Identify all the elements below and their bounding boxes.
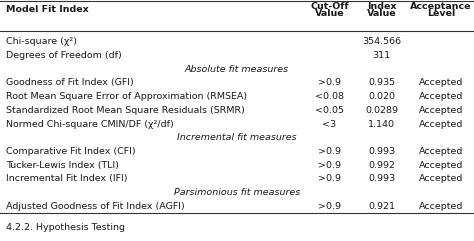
Text: 0.0289: 0.0289 [365, 106, 398, 115]
Text: Cut-Off: Cut-Off [310, 1, 349, 11]
Text: 354.566: 354.566 [362, 37, 401, 46]
Text: Tucker-Lewis Index (TLI): Tucker-Lewis Index (TLI) [6, 161, 118, 170]
Text: Normed Chi-square CMIN/DF (χ²/df): Normed Chi-square CMIN/DF (χ²/df) [6, 120, 173, 129]
Text: >0.9: >0.9 [318, 161, 341, 170]
Text: Parsimonious fit measures: Parsimonious fit measures [174, 188, 300, 197]
Text: Incremental fit measures: Incremental fit measures [177, 133, 297, 142]
Text: Model Fit Index: Model Fit Index [6, 5, 89, 14]
Text: 0.992: 0.992 [368, 161, 395, 170]
Text: Adjusted Goodness of Fit Index (AGFI): Adjusted Goodness of Fit Index (AGFI) [6, 202, 184, 211]
Text: Standardized Root Mean Square Residuals (SRMR): Standardized Root Mean Square Residuals … [6, 106, 245, 115]
Text: Absolute fit measures: Absolute fit measures [185, 65, 289, 74]
Text: Value: Value [367, 9, 396, 18]
Text: 0.993: 0.993 [368, 174, 395, 183]
Text: <0.05: <0.05 [315, 106, 344, 115]
Text: >0.9: >0.9 [318, 174, 341, 183]
Text: Goodness of Fit Index (GFI): Goodness of Fit Index (GFI) [6, 79, 134, 87]
Text: Accepted: Accepted [419, 202, 463, 211]
Text: Accepted: Accepted [419, 147, 463, 156]
Text: Level: Level [427, 9, 455, 18]
Text: >0.9: >0.9 [318, 202, 341, 211]
Text: Accepted: Accepted [419, 79, 463, 87]
Text: 4.2.2. Hypothesis Testing: 4.2.2. Hypothesis Testing [6, 223, 125, 232]
Text: >0.9: >0.9 [318, 147, 341, 156]
Text: Value: Value [315, 9, 344, 18]
Text: <0.08: <0.08 [315, 92, 344, 101]
Text: >0.9: >0.9 [318, 79, 341, 87]
Text: Accepted: Accepted [419, 120, 463, 129]
Text: Accepted: Accepted [419, 161, 463, 170]
Text: Acceptance: Acceptance [410, 1, 472, 11]
Text: Accepted: Accepted [419, 92, 463, 101]
Text: Index: Index [367, 1, 396, 11]
Text: 0.921: 0.921 [368, 202, 395, 211]
Text: Incremental Fit Index (IFI): Incremental Fit Index (IFI) [6, 174, 127, 183]
Text: Root Mean Square Error of Approximation (RMSEA): Root Mean Square Error of Approximation … [6, 92, 247, 101]
Text: Comparative Fit Index (CFI): Comparative Fit Index (CFI) [6, 147, 135, 156]
Text: Chi-square (χ²): Chi-square (χ²) [6, 37, 77, 46]
Text: 1.140: 1.140 [368, 120, 395, 129]
Text: 311: 311 [373, 51, 391, 60]
Text: 0.020: 0.020 [368, 92, 395, 101]
Text: Accepted: Accepted [419, 106, 463, 115]
Text: Degrees of Freedom (df): Degrees of Freedom (df) [6, 51, 121, 60]
Text: Accepted: Accepted [419, 174, 463, 183]
Text: <3: <3 [322, 120, 337, 129]
Text: 0.993: 0.993 [368, 147, 395, 156]
Text: 0.935: 0.935 [368, 79, 395, 87]
